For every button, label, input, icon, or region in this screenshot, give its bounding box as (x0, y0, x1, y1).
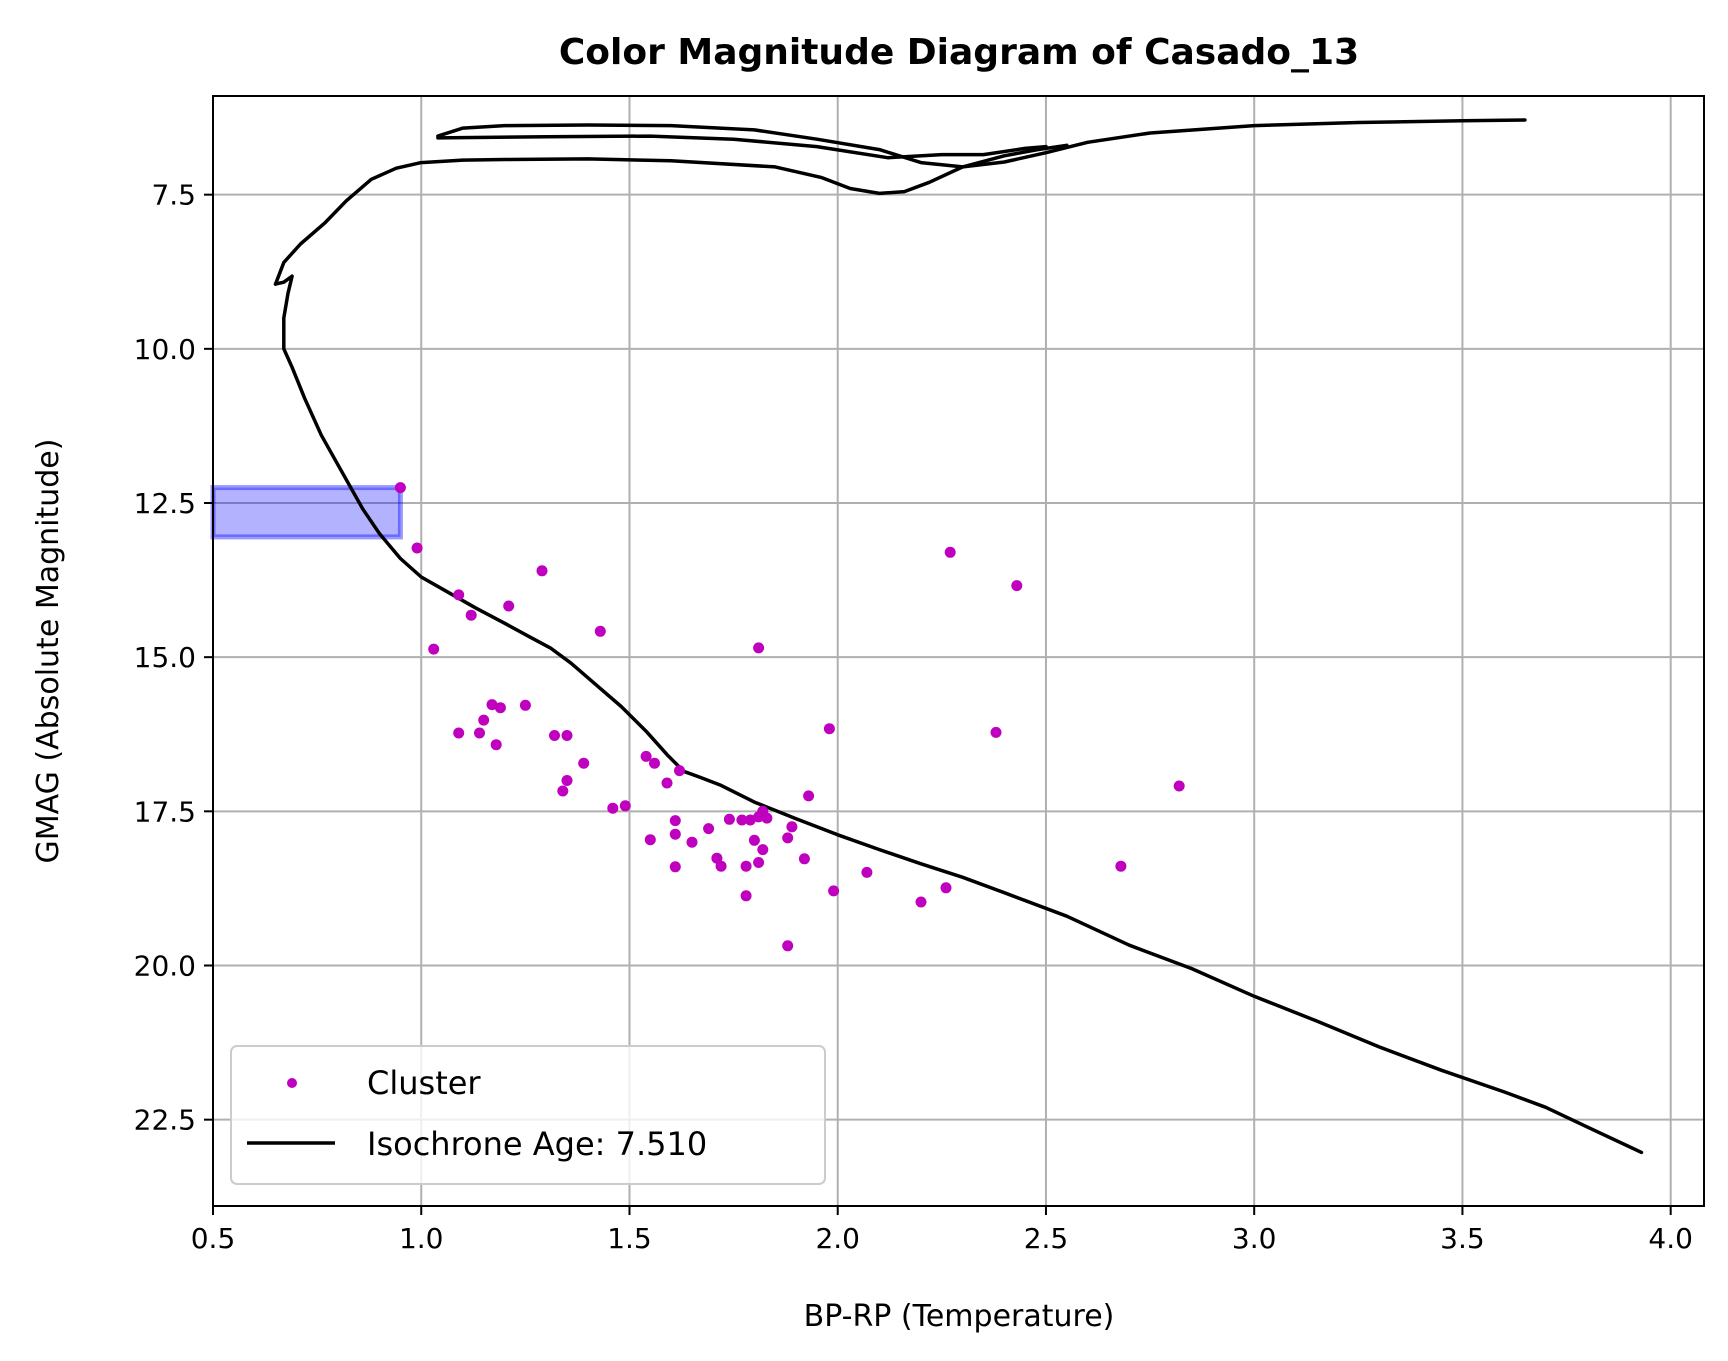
cluster-point-0 (394, 482, 406, 494)
y-tick-label-1: 10.0 (134, 333, 196, 366)
cluster-point-49 (798, 853, 810, 865)
cluster-point-38 (744, 814, 756, 826)
highlight-layer (210, 485, 403, 540)
cluster-point-7 (594, 625, 606, 637)
highlight-box (210, 485, 403, 540)
cluster-point-41 (753, 857, 765, 868)
cluster-point-30 (686, 836, 698, 848)
y-axis-ticks: 7.5 10.0 12.5 15.0 17.5 20.0 22.5 (134, 179, 213, 1137)
cluster-point-39 (748, 834, 760, 846)
cluster-point-55 (940, 882, 952, 894)
cluster-point-29 (669, 815, 681, 827)
legend: Cluster Isochrone Age: 7.510 (230, 1045, 826, 1185)
cluster-point-58 (1011, 580, 1023, 592)
cluster-point-10 (478, 714, 490, 726)
cluster-point-14 (519, 699, 531, 711)
cluster-point-15 (549, 730, 560, 741)
cluster-point-35 (736, 814, 748, 826)
isochrone-segment-3 (436, 134, 1048, 160)
cluster-point-54 (915, 896, 927, 908)
cluster-point-36 (740, 860, 752, 872)
y-tick-label-4: 17.5 (134, 795, 196, 828)
cluster-point-31 (703, 823, 715, 835)
cluster-point-60 (1173, 780, 1185, 792)
x-tick-label-3: 2.0 (815, 1222, 860, 1255)
cluster-point-46 (786, 821, 798, 833)
cluster-point-4 (428, 643, 440, 655)
cluster-point-37 (740, 890, 752, 902)
x-tick-label-2: 1.5 (607, 1222, 652, 1255)
cluster-point-1 (411, 542, 423, 554)
cluster-point-20 (607, 802, 619, 814)
x-tick-label-6: 3.5 (1440, 1222, 1485, 1255)
cluster-point-6 (536, 565, 548, 577)
cluster-point-45 (782, 832, 794, 844)
isochrone-segment-1 (273, 143, 1069, 286)
cluster-point-25 (674, 765, 685, 777)
cluster-point-53 (753, 642, 765, 654)
cluster-point-13 (490, 739, 502, 751)
cluster-point-27 (669, 861, 681, 873)
x-axis-ticks: 0.5 1.0 1.5 2.0 2.5 3.0 3.5 4.0 (191, 1206, 1693, 1255)
grid-layer (212, 96, 1704, 1206)
cluster-point-12 (494, 702, 506, 714)
cluster-point-19 (578, 757, 590, 769)
cluster-point-34 (723, 813, 735, 825)
legend-cluster-marker (287, 1078, 297, 1088)
cluster-point-2 (453, 589, 465, 601)
cluster-point-21 (619, 800, 631, 812)
x-tick-label-5: 3.0 (1232, 1222, 1277, 1255)
isochrone-segment-0 (273, 274, 1644, 1155)
cluster-point-8 (453, 727, 465, 739)
x-tick-label-0: 0.5 (191, 1222, 236, 1255)
cluster-point-16 (561, 730, 573, 741)
cluster-point-9 (474, 727, 485, 739)
cluster-point-59 (1115, 860, 1127, 872)
cluster-point-56 (944, 546, 956, 558)
cluster-point-51 (828, 885, 840, 897)
cluster-point-52 (861, 866, 873, 878)
y-tick-label-5: 20.0 (134, 950, 196, 983)
chart-title: Color Magnitude Diagram of Casado_13 (559, 32, 1359, 73)
x-axis-label: BP-RP (Temperature) (804, 1299, 1115, 1334)
y-axis-label: GMAG (Absolute Magnitude) (31, 439, 66, 864)
cluster-points-layer (394, 482, 1185, 952)
isochrone-layer (273, 118, 1644, 1155)
cluster-point-17 (561, 775, 573, 786)
cluster-point-24 (661, 777, 673, 789)
y-tick-label-3: 15.0 (134, 641, 196, 674)
cluster-point-47 (782, 940, 794, 952)
legend-isochrone-label: Isochrone Age: 7.510 (367, 1125, 707, 1163)
cluster-point-50 (823, 723, 835, 735)
cluster-point-28 (669, 828, 681, 840)
plot-frame (212, 95, 1705, 1207)
cluster-point-5 (503, 600, 515, 612)
cluster-point-33 (715, 860, 727, 872)
x-tick-label-1: 1.0 (399, 1222, 444, 1255)
x-tick-label-7: 4.0 (1648, 1222, 1693, 1255)
y-tick-label-2: 12.5 (134, 487, 196, 520)
y-tick-label-0: 7.5 (151, 179, 196, 212)
cluster-point-23 (649, 757, 660, 769)
x-tick-label-4: 2.5 (1024, 1222, 1069, 1255)
legend-cluster-label: Cluster (367, 1064, 481, 1102)
y-tick-label-6: 22.5 (134, 1104, 196, 1137)
cluster-point-22 (640, 750, 652, 762)
cluster-point-57 (990, 726, 1002, 738)
cluster-point-11 (486, 699, 498, 711)
cluster-point-42 (757, 844, 769, 856)
cluster-point-26 (644, 834, 656, 846)
legend-box (230, 1045, 826, 1185)
cluster-point-3 (465, 609, 477, 621)
cluster-point-48 (803, 790, 815, 802)
cluster-point-44 (761, 812, 773, 824)
isochrone-segment-2 (436, 118, 1527, 169)
cluster-point-18 (557, 785, 569, 797)
